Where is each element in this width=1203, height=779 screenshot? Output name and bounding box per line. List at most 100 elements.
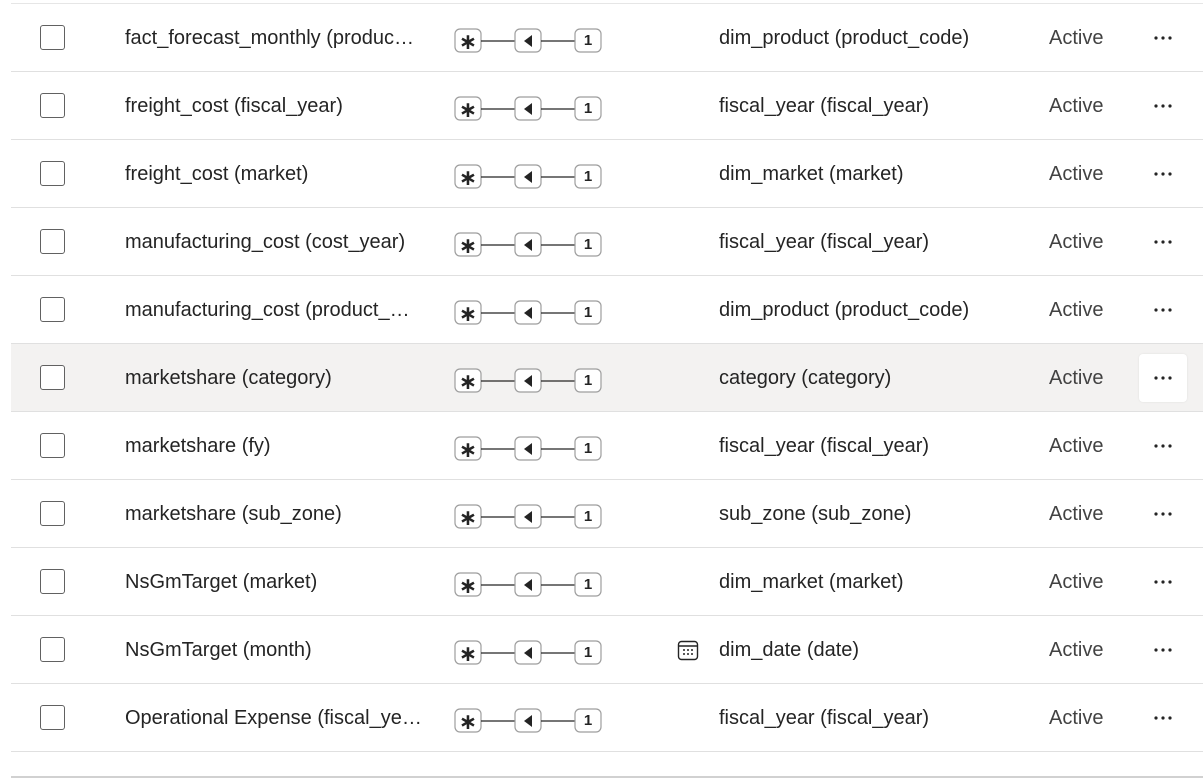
- cardinality-indicator: ∗ 1: [454, 162, 604, 190]
- cardinality-indicator: ∗ 1: [454, 502, 604, 530]
- many-symbol: ∗: [458, 97, 478, 122]
- status-cell: Active: [1049, 95, 1104, 117]
- cardinality-indicator: ∗ 1: [454, 26, 604, 54]
- cardinality-indicator: ∗ 1: [454, 570, 604, 598]
- status-cell: Active: [1049, 231, 1104, 253]
- more-options-button[interactable]: [1139, 422, 1187, 470]
- more-options-button[interactable]: [1139, 694, 1187, 742]
- status-cell: Active: [1049, 571, 1104, 593]
- many-symbol: ∗: [458, 301, 478, 326]
- more-options-button[interactable]: [1139, 354, 1187, 402]
- from-column-cell: Operational Expense (fiscal_ye…: [125, 707, 422, 729]
- one-symbol: 1: [583, 100, 593, 117]
- more-horizontal-icon: [1154, 376, 1172, 380]
- table-row[interactable]: Operational Expense (fiscal_ye… ∗ 1 fisc…: [11, 684, 1203, 752]
- to-column-cell: dim_product (product_code): [719, 299, 970, 321]
- row-select-checkbox[interactable]: [40, 161, 65, 186]
- many-symbol: ∗: [458, 233, 478, 258]
- more-horizontal-icon: [1154, 648, 1172, 652]
- more-options-button[interactable]: [1139, 150, 1187, 198]
- row-select-checkbox[interactable]: [40, 637, 65, 662]
- status-cell: Active: [1049, 367, 1104, 389]
- many-symbol: ∗: [458, 165, 478, 190]
- cardinality-indicator: ∗ 1: [454, 638, 604, 666]
- cardinality-indicator: ∗ 1: [454, 706, 604, 734]
- from-column-cell: marketshare (sub_zone): [125, 503, 342, 525]
- row-select-checkbox[interactable]: [40, 433, 65, 458]
- to-column-cell: fiscal_year (fiscal_year): [719, 231, 930, 253]
- one-symbol: 1: [583, 372, 593, 389]
- to-column-cell: dim_market (market): [719, 163, 904, 185]
- table-row[interactable]: freight_cost (market) ∗ 1 dim_market (ma…: [11, 140, 1203, 208]
- to-column-cell: category (category): [719, 367, 892, 389]
- to-column-cell: fiscal_year (fiscal_year): [719, 435, 930, 457]
- more-options-button[interactable]: [1139, 626, 1187, 674]
- one-symbol: 1: [583, 576, 593, 593]
- many-symbol: ∗: [458, 641, 478, 666]
- many-symbol: ∗: [458, 369, 478, 394]
- more-horizontal-icon: [1154, 36, 1172, 40]
- from-column-cell: NsGmTarget (month): [125, 639, 312, 661]
- row-select-checkbox[interactable]: [40, 229, 65, 254]
- table-row[interactable]: marketshare (sub_zone) ∗ 1 sub_zone (sub…: [11, 480, 1203, 548]
- row-select-checkbox[interactable]: [40, 93, 65, 118]
- from-column-cell: marketshare (category): [125, 367, 332, 389]
- more-horizontal-icon: [1154, 444, 1172, 448]
- more-options-button[interactable]: [1139, 14, 1187, 62]
- row-select-checkbox[interactable]: [40, 365, 65, 390]
- table-row[interactable]: marketshare (fy) ∗ 1 fiscal_year (fiscal…: [11, 412, 1203, 480]
- table-row[interactable]: freight_cost (fiscal_year) ∗ 1 fiscal_ye…: [11, 72, 1203, 140]
- to-column-cell: fiscal_year (fiscal_year): [719, 95, 930, 117]
- cardinality-indicator: ∗ 1: [454, 434, 604, 462]
- many-symbol: ∗: [458, 505, 478, 530]
- status-cell: Active: [1049, 163, 1104, 185]
- table-row[interactable]: fact_forecast_monthly (produc… ∗ 1 dim_p…: [11, 4, 1203, 72]
- to-column-cell: sub_zone (sub_zone): [719, 503, 912, 525]
- from-column-cell: manufacturing_cost (product_…: [125, 299, 410, 321]
- cardinality-indicator: ∗ 1: [454, 298, 604, 326]
- more-options-button[interactable]: [1139, 286, 1187, 334]
- many-symbol: ∗: [458, 573, 478, 598]
- from-column-cell: freight_cost (market): [125, 163, 309, 185]
- row-select-checkbox[interactable]: [40, 297, 65, 322]
- one-symbol: 1: [583, 644, 593, 661]
- row-select-checkbox[interactable]: [40, 569, 65, 594]
- row-select-checkbox[interactable]: [40, 501, 65, 526]
- more-horizontal-icon: [1154, 308, 1172, 312]
- to-column-cell: dim_product (product_code): [719, 27, 970, 49]
- more-options-button[interactable]: [1139, 490, 1187, 538]
- table-row[interactable]: manufacturing_cost (cost_year) ∗ 1 fisca…: [11, 208, 1203, 276]
- calendar-icon: [676, 638, 700, 662]
- table-row[interactable]: marketshare (category) ∗ 1 category (cat…: [11, 344, 1203, 412]
- table-row[interactable]: NsGmTarget (month) ∗ 1 dim_date (date) A…: [11, 616, 1203, 684]
- to-column-cell: fiscal_year (fiscal_year): [719, 707, 930, 729]
- one-symbol: 1: [583, 236, 593, 253]
- status-cell: Active: [1049, 639, 1104, 661]
- more-options-button[interactable]: [1139, 82, 1187, 130]
- cardinality-indicator: ∗ 1: [454, 366, 604, 394]
- more-horizontal-icon: [1154, 580, 1172, 584]
- more-horizontal-icon: [1154, 240, 1172, 244]
- table-row[interactable]: manufacturing_cost (product_… ∗ 1 dim_pr…: [11, 276, 1203, 344]
- table-row[interactable]: NsGmTarget (market) ∗ 1 dim_market (mark…: [11, 548, 1203, 616]
- row-select-checkbox[interactable]: [40, 25, 65, 50]
- relationships-table: fact_forecast_monthly (produc… ∗ 1 dim_p…: [11, 3, 1203, 752]
- many-symbol: ∗: [458, 29, 478, 54]
- cardinality-indicator: ∗ 1: [454, 94, 604, 122]
- to-column-cell: dim_market (market): [719, 571, 904, 593]
- from-column-cell: manufacturing_cost (cost_year): [125, 231, 406, 253]
- one-symbol: 1: [583, 508, 593, 525]
- many-symbol: ∗: [458, 709, 478, 734]
- table-bottom-divider: [11, 776, 1203, 778]
- from-column-cell: marketshare (fy): [125, 435, 271, 457]
- one-symbol: 1: [583, 304, 593, 321]
- row-select-checkbox[interactable]: [40, 705, 65, 730]
- one-symbol: 1: [583, 440, 593, 457]
- from-column-cell: NsGmTarget (market): [125, 571, 318, 593]
- more-horizontal-icon: [1154, 716, 1172, 720]
- to-column-cell: dim_date (date): [719, 639, 860, 661]
- more-options-button[interactable]: [1139, 558, 1187, 606]
- more-horizontal-icon: [1154, 172, 1172, 176]
- more-options-button[interactable]: [1139, 218, 1187, 266]
- status-cell: Active: [1049, 435, 1104, 457]
